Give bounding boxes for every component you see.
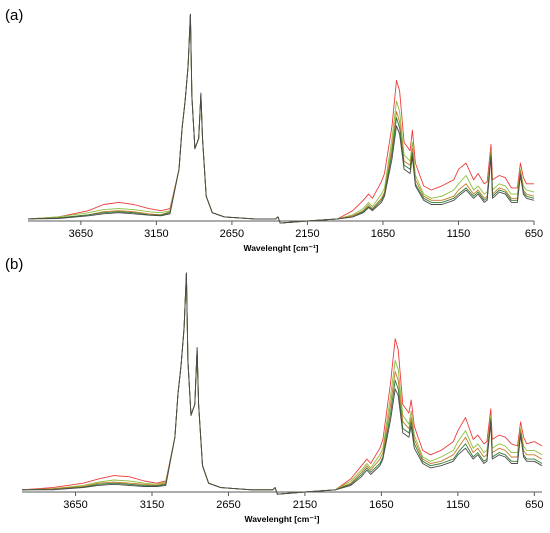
x-tick-label-a-3650: 3650 bbox=[69, 228, 93, 240]
x-tick-label-a-650: 650 bbox=[525, 228, 543, 240]
spectrum-line-a-4 bbox=[27, 13, 535, 224]
panel-a-chart: (a) 3650 3150 2650 2150 1650 1150 650 Wavelenght… bbox=[5, 7, 543, 253]
x-tick-label-b-1150: 1150 bbox=[446, 499, 470, 511]
spectrum-line-b-4 bbox=[21, 272, 543, 495]
spectrum-line-b-3 bbox=[21, 272, 543, 495]
x-tick-label-b-2150: 2150 bbox=[293, 499, 317, 511]
x-tick-label-a-3150: 3150 bbox=[144, 228, 168, 240]
panel-label-b: (b) bbox=[5, 256, 23, 273]
x-tick-label-b-3150: 3150 bbox=[140, 499, 164, 511]
x-tick-label-b-650: 650 bbox=[525, 499, 543, 511]
spectrum-line-b-5 bbox=[22, 272, 543, 495]
spectrum-line-a-3 bbox=[27, 13, 535, 224]
spectrum-line-a-5 bbox=[27, 13, 535, 224]
spectrum-line-a-1 bbox=[27, 13, 534, 224]
x-axis-title-b: Wavelenght [cm⁻¹] bbox=[244, 514, 319, 524]
x-tick-label-b-3650: 3650 bbox=[63, 499, 87, 511]
spectrum-line-a-2 bbox=[27, 13, 535, 224]
x-tick-label-a-1650: 1650 bbox=[371, 228, 395, 240]
x-tick-label-a-2150: 2150 bbox=[295, 228, 319, 240]
panel-label-a: (a) bbox=[5, 7, 23, 24]
spectrum-line-b-2 bbox=[21, 272, 543, 495]
panel-b-chart: (b) 3650 3150 2650 2150 1650 1150 650 Wavelenght… bbox=[5, 256, 544, 524]
x-axis-title-a: Wavelenght [cm⁻¹] bbox=[243, 243, 318, 253]
x-tick-label-a-1150: 1150 bbox=[447, 228, 471, 240]
x-tick-label-b-1650: 1650 bbox=[369, 499, 393, 511]
spectrum-line-b-1 bbox=[21, 272, 543, 495]
x-tick-label-b-2650: 2650 bbox=[216, 499, 240, 511]
x-tick-label-a-2650: 2650 bbox=[220, 228, 244, 240]
